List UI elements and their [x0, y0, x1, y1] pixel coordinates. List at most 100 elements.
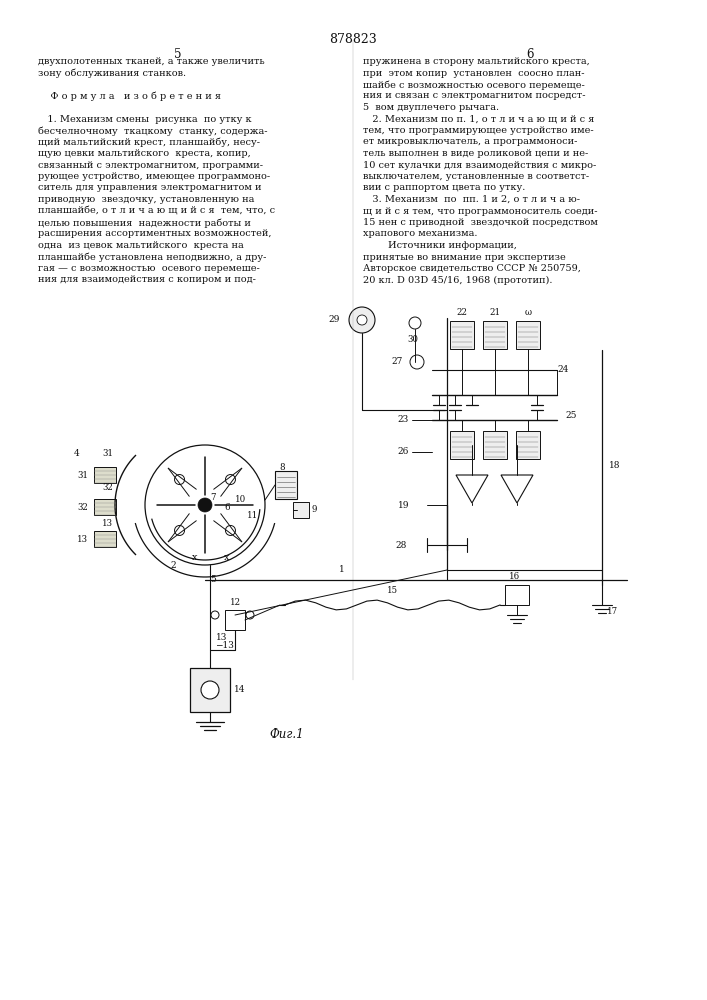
Text: 22: 22: [457, 308, 467, 317]
Circle shape: [246, 611, 254, 619]
Bar: [94, 467, 116, 483]
Text: 5: 5: [210, 576, 216, 584]
Text: ния и связан с электромагнитом посредст-: ния и связан с электромагнитом посредст-: [363, 92, 585, 101]
Text: 2. Механизм по п. 1, о т л и ч а ю щ и й с я: 2. Механизм по п. 1, о т л и ч а ю щ и й…: [363, 114, 595, 123]
Text: 14: 14: [234, 686, 245, 694]
Text: 32: 32: [77, 502, 88, 512]
Text: 23: 23: [398, 416, 409, 424]
Text: 27: 27: [392, 358, 403, 366]
Text: 13: 13: [102, 518, 113, 528]
Text: Авторское свидетельство СССР № 250759,: Авторское свидетельство СССР № 250759,: [363, 264, 581, 273]
Bar: [516, 321, 540, 349]
Text: принятые во внимание при экспертизе: принятые во внимание при экспертизе: [363, 252, 566, 261]
Text: планшайбе, о т л и ч а ю щ и й с я  тем, что, с: планшайбе, о т л и ч а ю щ и й с я тем, …: [38, 207, 275, 216]
Text: выключателем, установленные в соответст-: выключателем, установленные в соответст-: [363, 172, 589, 181]
Text: 13: 13: [216, 634, 228, 643]
Bar: [225, 610, 245, 630]
Text: 21: 21: [489, 308, 501, 317]
Text: 19: 19: [397, 500, 409, 510]
Bar: [505, 585, 529, 605]
Bar: [450, 321, 474, 349]
Text: x: x: [224, 552, 230, 562]
Text: щ и й с я тем, что программоноситель соеди-: щ и й с я тем, что программоноситель сое…: [363, 207, 597, 216]
Text: Фиг.1: Фиг.1: [269, 728, 304, 742]
Text: 28: 28: [396, 540, 407, 550]
Text: 32: 32: [102, 483, 113, 491]
Bar: [483, 431, 507, 459]
Circle shape: [410, 355, 424, 369]
Circle shape: [198, 498, 212, 512]
Bar: [94, 499, 116, 515]
Text: ет микровыключатель, а программоноси-: ет микровыключатель, а программоноси-: [363, 137, 578, 146]
Text: расширения ассортиментных возможностей,: расширения ассортиментных возможностей,: [38, 230, 271, 238]
Bar: [483, 321, 507, 349]
Text: 31: 31: [77, 471, 88, 480]
Text: ния для взаимодействия с копиром и под-: ния для взаимодействия с копиром и под-: [38, 275, 256, 284]
Circle shape: [357, 315, 367, 325]
Text: при  этом копир  установлен  соосно план-: при этом копир установлен соосно план-: [363, 68, 585, 78]
Text: 24: 24: [557, 365, 568, 374]
Text: 18: 18: [609, 460, 621, 470]
Text: 1. Механизм смены  рисунка  по утку к: 1. Механизм смены рисунка по утку к: [38, 114, 252, 123]
Text: гая — с возможностью  осевого перемеше-: гая — с возможностью осевого перемеше-: [38, 264, 259, 273]
Text: шайбе с возможностью осевого перемеще-: шайбе с возможностью осевого перемеще-: [363, 80, 585, 90]
Text: щую цевки мальтийского  креста, копир,: щую цевки мальтийского креста, копир,: [38, 149, 251, 158]
Text: 15 нен с приводной  звездочкой посредством: 15 нен с приводной звездочкой посредство…: [363, 218, 598, 227]
Circle shape: [349, 307, 375, 333]
Text: 6: 6: [224, 502, 230, 512]
Text: 26: 26: [397, 448, 409, 456]
Text: 5: 5: [174, 48, 182, 61]
Circle shape: [175, 525, 185, 535]
Text: одна  из цевок мальтийского  креста на: одна из цевок мальтийского креста на: [38, 241, 244, 250]
Text: 2: 2: [170, 560, 176, 570]
Circle shape: [409, 317, 421, 329]
Bar: [293, 502, 309, 518]
Text: бесчелночному  ткацкому  станку, содержа-: бесчелночному ткацкому станку, содержа-: [38, 126, 267, 135]
Polygon shape: [456, 475, 488, 503]
Text: 878823: 878823: [329, 33, 377, 46]
Bar: [94, 531, 116, 547]
Text: 25: 25: [565, 410, 576, 420]
Circle shape: [226, 475, 235, 485]
Text: 9: 9: [311, 506, 317, 514]
Text: Ф о р м у л а   и з о б р е т е н и я: Ф о р м у л а и з о б р е т е н и я: [38, 92, 221, 101]
Text: пружинена в сторону мальтийского креста,: пружинена в сторону мальтийского креста,: [363, 57, 590, 66]
Text: 6: 6: [526, 48, 534, 61]
Text: ω: ω: [525, 308, 532, 317]
Circle shape: [211, 611, 219, 619]
Polygon shape: [501, 475, 533, 503]
Text: 30: 30: [407, 335, 419, 344]
Text: 17: 17: [607, 607, 618, 616]
Text: 5  вом двуплечего рычага.: 5 вом двуплечего рычага.: [363, 103, 499, 112]
Text: зону обслуживания станков.: зону обслуживания станков.: [38, 68, 186, 78]
Text: рующее устройство, имеющее программоно-: рующее устройство, имеющее программоно-: [38, 172, 270, 181]
Text: тем, что программирующее устройство име-: тем, что программирующее устройство име-: [363, 126, 594, 135]
Text: −13: −13: [215, 641, 234, 650]
Text: 29: 29: [329, 316, 340, 324]
Text: 13: 13: [77, 534, 88, 544]
Text: ситель для управления электромагнитом и: ситель для управления электромагнитом и: [38, 184, 262, 192]
Text: 12: 12: [230, 598, 241, 607]
Text: двухполотенных тканей, а также увеличить: двухполотенных тканей, а также увеличить: [38, 57, 264, 66]
Text: целью повышения  надежности работы и: целью повышения надежности работы и: [38, 218, 251, 228]
Text: вии с раппортом цвета по утку.: вии с раппортом цвета по утку.: [363, 184, 525, 192]
Text: приводную  звездочку, установленную на: приводную звездочку, установленную на: [38, 195, 255, 204]
Text: Источники информации,: Источники информации,: [363, 241, 517, 250]
Circle shape: [226, 525, 235, 535]
Text: 8: 8: [279, 462, 285, 472]
Text: 10: 10: [235, 495, 247, 504]
Circle shape: [175, 475, 185, 485]
Text: 31: 31: [102, 448, 113, 458]
Bar: [190, 668, 230, 712]
Text: храпового механизма.: храпового механизма.: [363, 230, 477, 238]
Circle shape: [201, 681, 219, 699]
Text: 3. Механизм  по  пп. 1 и 2, о т л и ч а ю-: 3. Механизм по пп. 1 и 2, о т л и ч а ю-: [363, 195, 580, 204]
Text: 10 сет кулачки для взаимодействия с микро-: 10 сет кулачки для взаимодействия с микр…: [363, 160, 596, 169]
Text: 20 кл. D 03D 45/16, 1968 (прототип).: 20 кл. D 03D 45/16, 1968 (прототип).: [363, 275, 552, 285]
Text: 16: 16: [509, 572, 520, 581]
Text: x: x: [192, 552, 198, 562]
Text: планшайбе установлена неподвижно, а дру-: планшайбе установлена неподвижно, а дру-: [38, 252, 267, 262]
Bar: [450, 431, 474, 459]
Text: 15: 15: [387, 586, 398, 595]
Text: щий мальтийский крест, планшайбу, несу-: щий мальтийский крест, планшайбу, несу-: [38, 137, 260, 147]
